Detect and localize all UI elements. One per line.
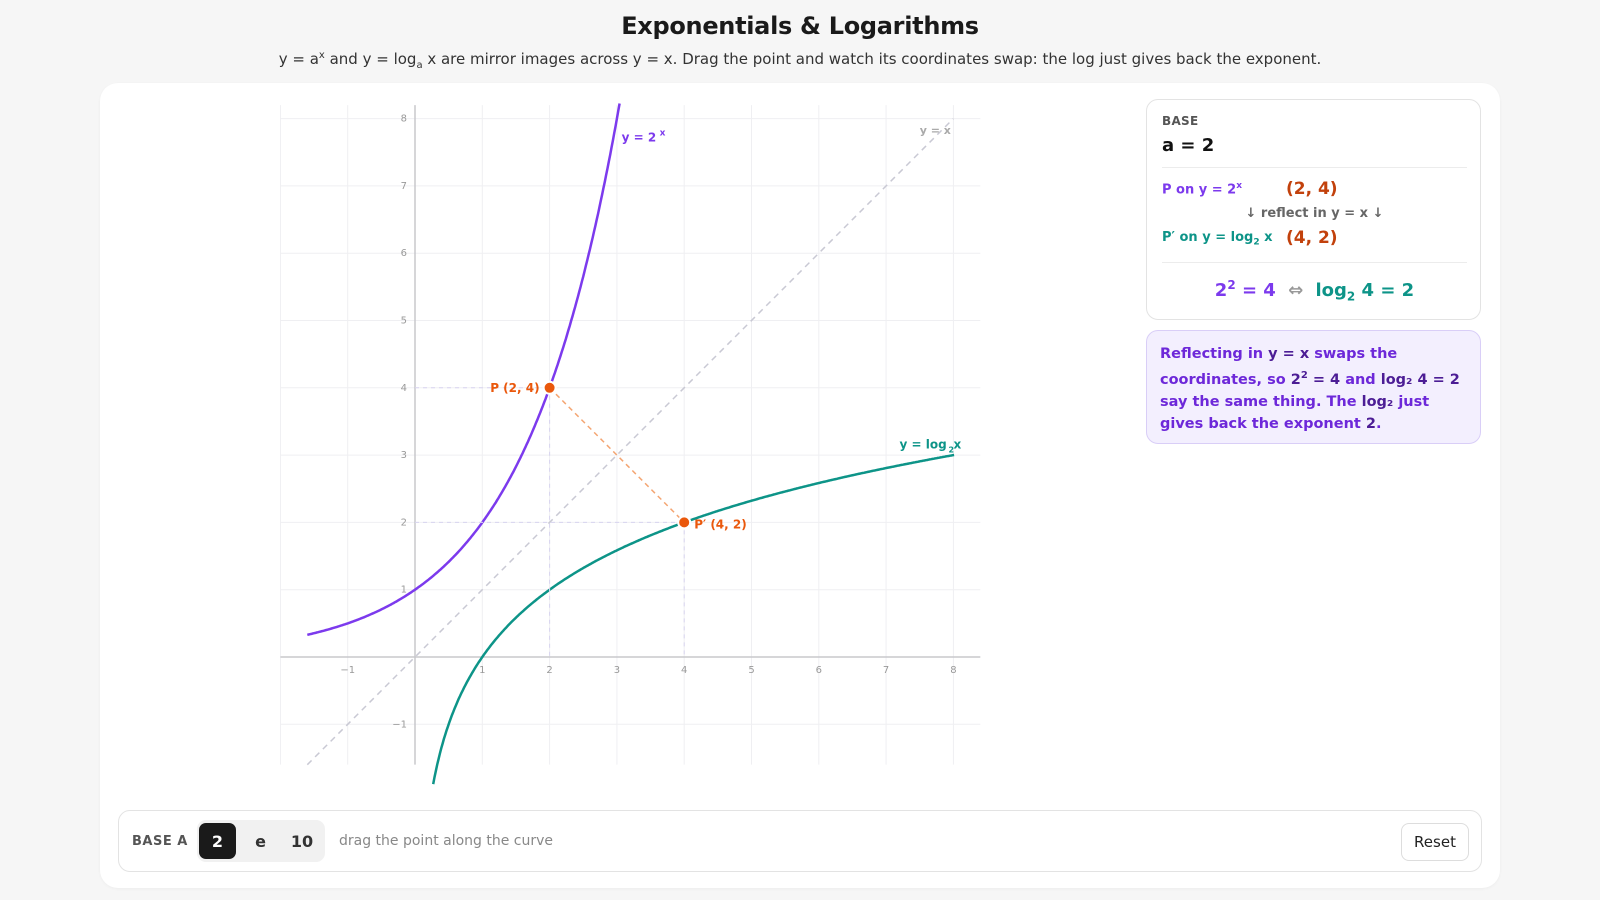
divider <box>1162 167 1467 168</box>
y-tick-label: −1 <box>392 719 407 730</box>
y-tick-label: 6 <box>401 248 407 259</box>
point-p-prime <box>677 515 692 530</box>
series-identity-label: y = x <box>920 124 951 137</box>
point-p-label: P on y = 2x <box>1162 181 1243 198</box>
point-p-prime-label: P′ on y = log2 x <box>1162 230 1273 248</box>
series-exp-line <box>307 103 621 637</box>
series-log-label-tail: x <box>954 437 962 451</box>
point-p-prime-coord: (4, 2) <box>1286 228 1338 248</box>
base-value: a = 2 <box>1162 135 1215 156</box>
y-tick-label: 7 <box>401 181 407 192</box>
x-tick-label: 8 <box>950 665 956 676</box>
y-tick-label: 2 <box>401 517 407 528</box>
page-title: Exponentials & Logarithms <box>621 12 979 40</box>
point-p-prime-label: P′ (4, 2) <box>694 517 747 531</box>
series-exp-label: y = 2 <box>622 130 657 144</box>
x-tick-label: 1 <box>479 665 485 676</box>
y-tick-label: 3 <box>401 450 407 461</box>
y-tick-label: 1 <box>401 585 407 596</box>
drag-hint: drag the point along the curve <box>339 833 554 849</box>
point-p-label: P (2, 4) <box>490 381 539 395</box>
point-p-coord: (2, 4) <box>1286 179 1338 199</box>
x-tick-label: 6 <box>816 665 822 676</box>
base-option-10[interactable]: 10 <box>282 823 322 859</box>
x-tick-label: 3 <box>614 665 620 676</box>
series-exp-label-sup: x <box>660 128 666 138</box>
x-tick-label: 7 <box>883 665 889 676</box>
y-tick-label: 4 <box>401 383 407 394</box>
x-tick-label: 4 <box>681 665 687 676</box>
page-subtitle: y = ax and y = loga x are mirror images … <box>278 50 1322 71</box>
base-option-e[interactable]: e <box>242 823 279 859</box>
identity-equation: 22 = 4 ⇔ log2 4 = 2 <box>1214 278 1415 304</box>
info-panel: BASE a = 2 P on y = 2x (2, 4) ↓ reflect … <box>1146 99 1481 320</box>
reset-button[interactable]: Reset <box>1401 823 1469 861</box>
reflect-text: ↓ reflect in y = x ↓ <box>1245 206 1384 221</box>
reflection-connector <box>549 387 685 523</box>
series-log-line <box>431 453 955 785</box>
series-log-label: y = log <box>900 437 947 451</box>
base-selector: 2 e 10 <box>197 820 325 862</box>
y-tick-label: 8 <box>401 114 407 125</box>
base-option-2[interactable]: 2 <box>199 823 236 859</box>
base-label: BASE <box>1162 114 1199 128</box>
x-tick-label: 5 <box>748 665 754 676</box>
divider <box>1162 262 1467 263</box>
controls-bar: BASE A 2 e 10 drag the point along the c… <box>118 810 1482 872</box>
point-p[interactable] <box>542 380 557 395</box>
y-tick-label: 5 <box>401 316 407 327</box>
base-a-label: BASE A <box>132 834 188 849</box>
x-tick-label: 2 <box>546 665 552 676</box>
series-log-label-sub: 2 <box>949 445 955 454</box>
x-tick-label: −1 <box>340 665 355 676</box>
explanation-note: Reflecting in y = x swaps the coordinate… <box>1146 330 1481 444</box>
series-identity-line <box>306 118 954 766</box>
